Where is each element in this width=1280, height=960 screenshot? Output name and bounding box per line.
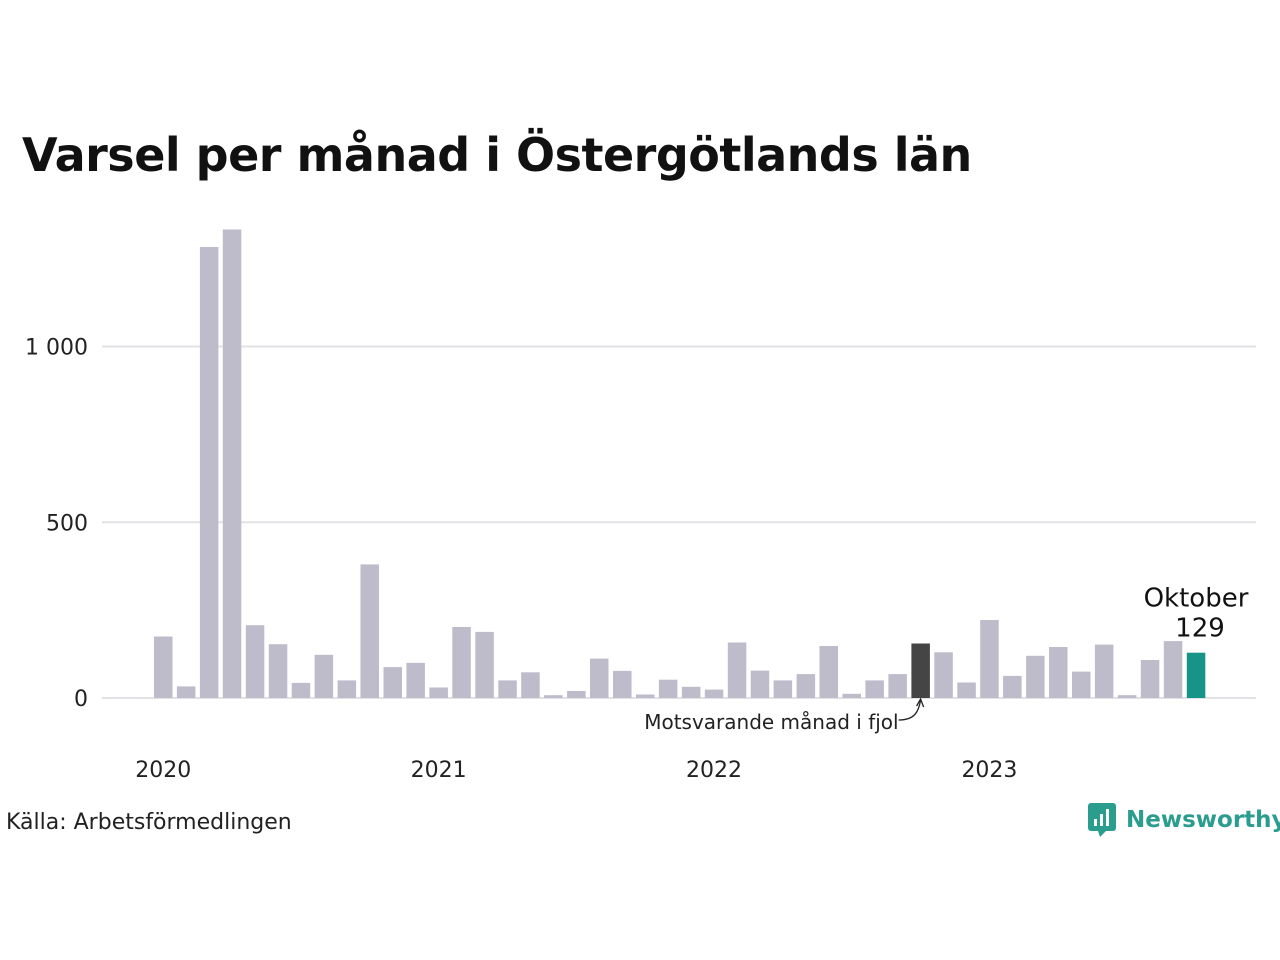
- bar: [314, 654, 334, 698]
- bar: [590, 658, 609, 698]
- bar: [773, 680, 793, 698]
- bar: [842, 693, 861, 698]
- bar: [475, 631, 494, 698]
- brand-name: Newsworthy: [1126, 807, 1280, 833]
- bar: [176, 686, 196, 698]
- bar: [337, 680, 357, 698]
- annotation-arrow: [898, 699, 922, 721]
- y-tick-label: 0: [74, 687, 88, 712]
- x-tick-label: 2022: [686, 758, 742, 783]
- current-value-label: 129: [1175, 614, 1225, 644]
- bar: [636, 694, 655, 698]
- bar: [383, 667, 402, 698]
- bar: [1186, 652, 1206, 698]
- x-tick-label: 2021: [411, 758, 467, 783]
- y-tick-label: 1 000: [25, 336, 88, 361]
- bar: [911, 643, 930, 698]
- source-note: Källa: Arbetsförmedlingen: [6, 810, 292, 835]
- x-tick-label: 2023: [961, 758, 1017, 783]
- bar: [658, 679, 678, 698]
- chart-title: Varsel per månad i Östergötlands län: [22, 128, 972, 182]
- brand-logo: Newsworthy: [1088, 803, 1280, 837]
- bar: [1026, 655, 1045, 698]
- bar: [704, 689, 724, 698]
- bar: [222, 229, 242, 698]
- bar: [1163, 641, 1183, 698]
- bar: [750, 670, 770, 698]
- bar: [1140, 660, 1160, 698]
- x-tick-label: 2020: [135, 758, 191, 783]
- bar: [544, 695, 563, 698]
- bar: [1094, 644, 1114, 698]
- bar: [199, 247, 219, 698]
- bar: [406, 662, 425, 698]
- bar: [1072, 671, 1091, 698]
- bar: [1117, 695, 1137, 698]
- bar: [934, 652, 953, 698]
- bar: [154, 636, 173, 698]
- bar: [980, 620, 999, 698]
- bar: [291, 682, 311, 698]
- bar: [268, 644, 288, 698]
- bar: [613, 670, 632, 698]
- bar: [360, 564, 379, 698]
- current-month-label: Oktober: [1144, 584, 1249, 614]
- bar: [727, 642, 747, 698]
- bar: [819, 646, 838, 698]
- bar: [245, 625, 265, 698]
- bar: [498, 680, 517, 698]
- bar: [521, 672, 540, 698]
- bar: [567, 691, 586, 698]
- bar: [888, 674, 907, 698]
- bar: [796, 674, 816, 698]
- newsworthy-logo-icon: [1088, 803, 1116, 837]
- y-tick-label: 500: [46, 511, 88, 536]
- bar: [865, 680, 884, 698]
- bar: [429, 687, 448, 698]
- annotation-arrowhead: [916, 697, 925, 708]
- bar: [957, 682, 976, 698]
- previous-year-annotation: Motsvarande månad i fjol: [644, 710, 898, 734]
- bar: [1003, 675, 1022, 698]
- bar: [681, 686, 701, 698]
- bar: [1049, 647, 1068, 698]
- bar: [452, 627, 471, 698]
